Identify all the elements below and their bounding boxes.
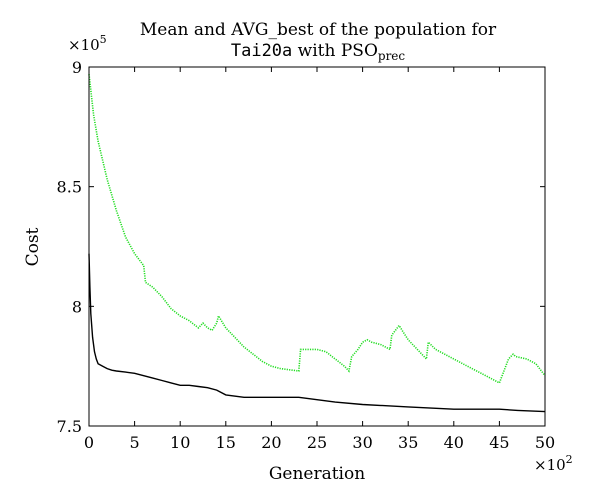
- x-tick-label: 30: [352, 433, 372, 452]
- chart-title-line1: Mean and AVG_best of the population for: [140, 20, 497, 40]
- x-axis-label: Generation: [269, 464, 365, 484]
- x-tick-label: 25: [307, 433, 327, 452]
- x-tick-label: 15: [216, 433, 236, 452]
- x-tick-label: 35: [398, 433, 418, 452]
- y-multiplier: ×105: [68, 33, 107, 54]
- x-tick-label: 40: [444, 433, 464, 452]
- chart-title-line2: Tai20a with PSOprec: [231, 41, 406, 63]
- y-tick-label: 7.5: [57, 417, 82, 436]
- series-layer: [88, 74, 546, 413]
- x-tick-label: 20: [261, 433, 281, 452]
- y-multiplier-base: ×10: [68, 36, 100, 54]
- y-multiplier-exp: 5: [100, 33, 107, 46]
- x-multiplier: ×102: [534, 453, 573, 474]
- tick-layer: 0 5 10 15 20 25 30 35 40 45 50 7.5 8 8.5 9: [57, 58, 556, 452]
- title-mid: with PSO: [292, 41, 378, 61]
- x-multiplier-base: ×10: [534, 456, 566, 474]
- y-tick-label: 8.5: [57, 178, 82, 197]
- y-axis-label: Cost: [23, 227, 43, 266]
- x-tick-label: 5: [130, 433, 140, 452]
- x-tick-label: 0: [84, 433, 94, 452]
- series-mean-line: [88, 74, 546, 385]
- y-tick-label: 9: [72, 58, 82, 77]
- series-avg-best-line: [88, 253, 546, 413]
- plot-frame: [88, 66, 546, 427]
- x-tick-label: 50: [535, 433, 555, 452]
- x-tick-label: 10: [170, 433, 190, 452]
- title-subscript: prec: [378, 49, 406, 63]
- x-tick-label: 45: [489, 433, 509, 452]
- y-tick-label: 8: [72, 297, 82, 316]
- title-code: Tai20a: [231, 41, 292, 61]
- x-multiplier-exp: 2: [566, 453, 573, 466]
